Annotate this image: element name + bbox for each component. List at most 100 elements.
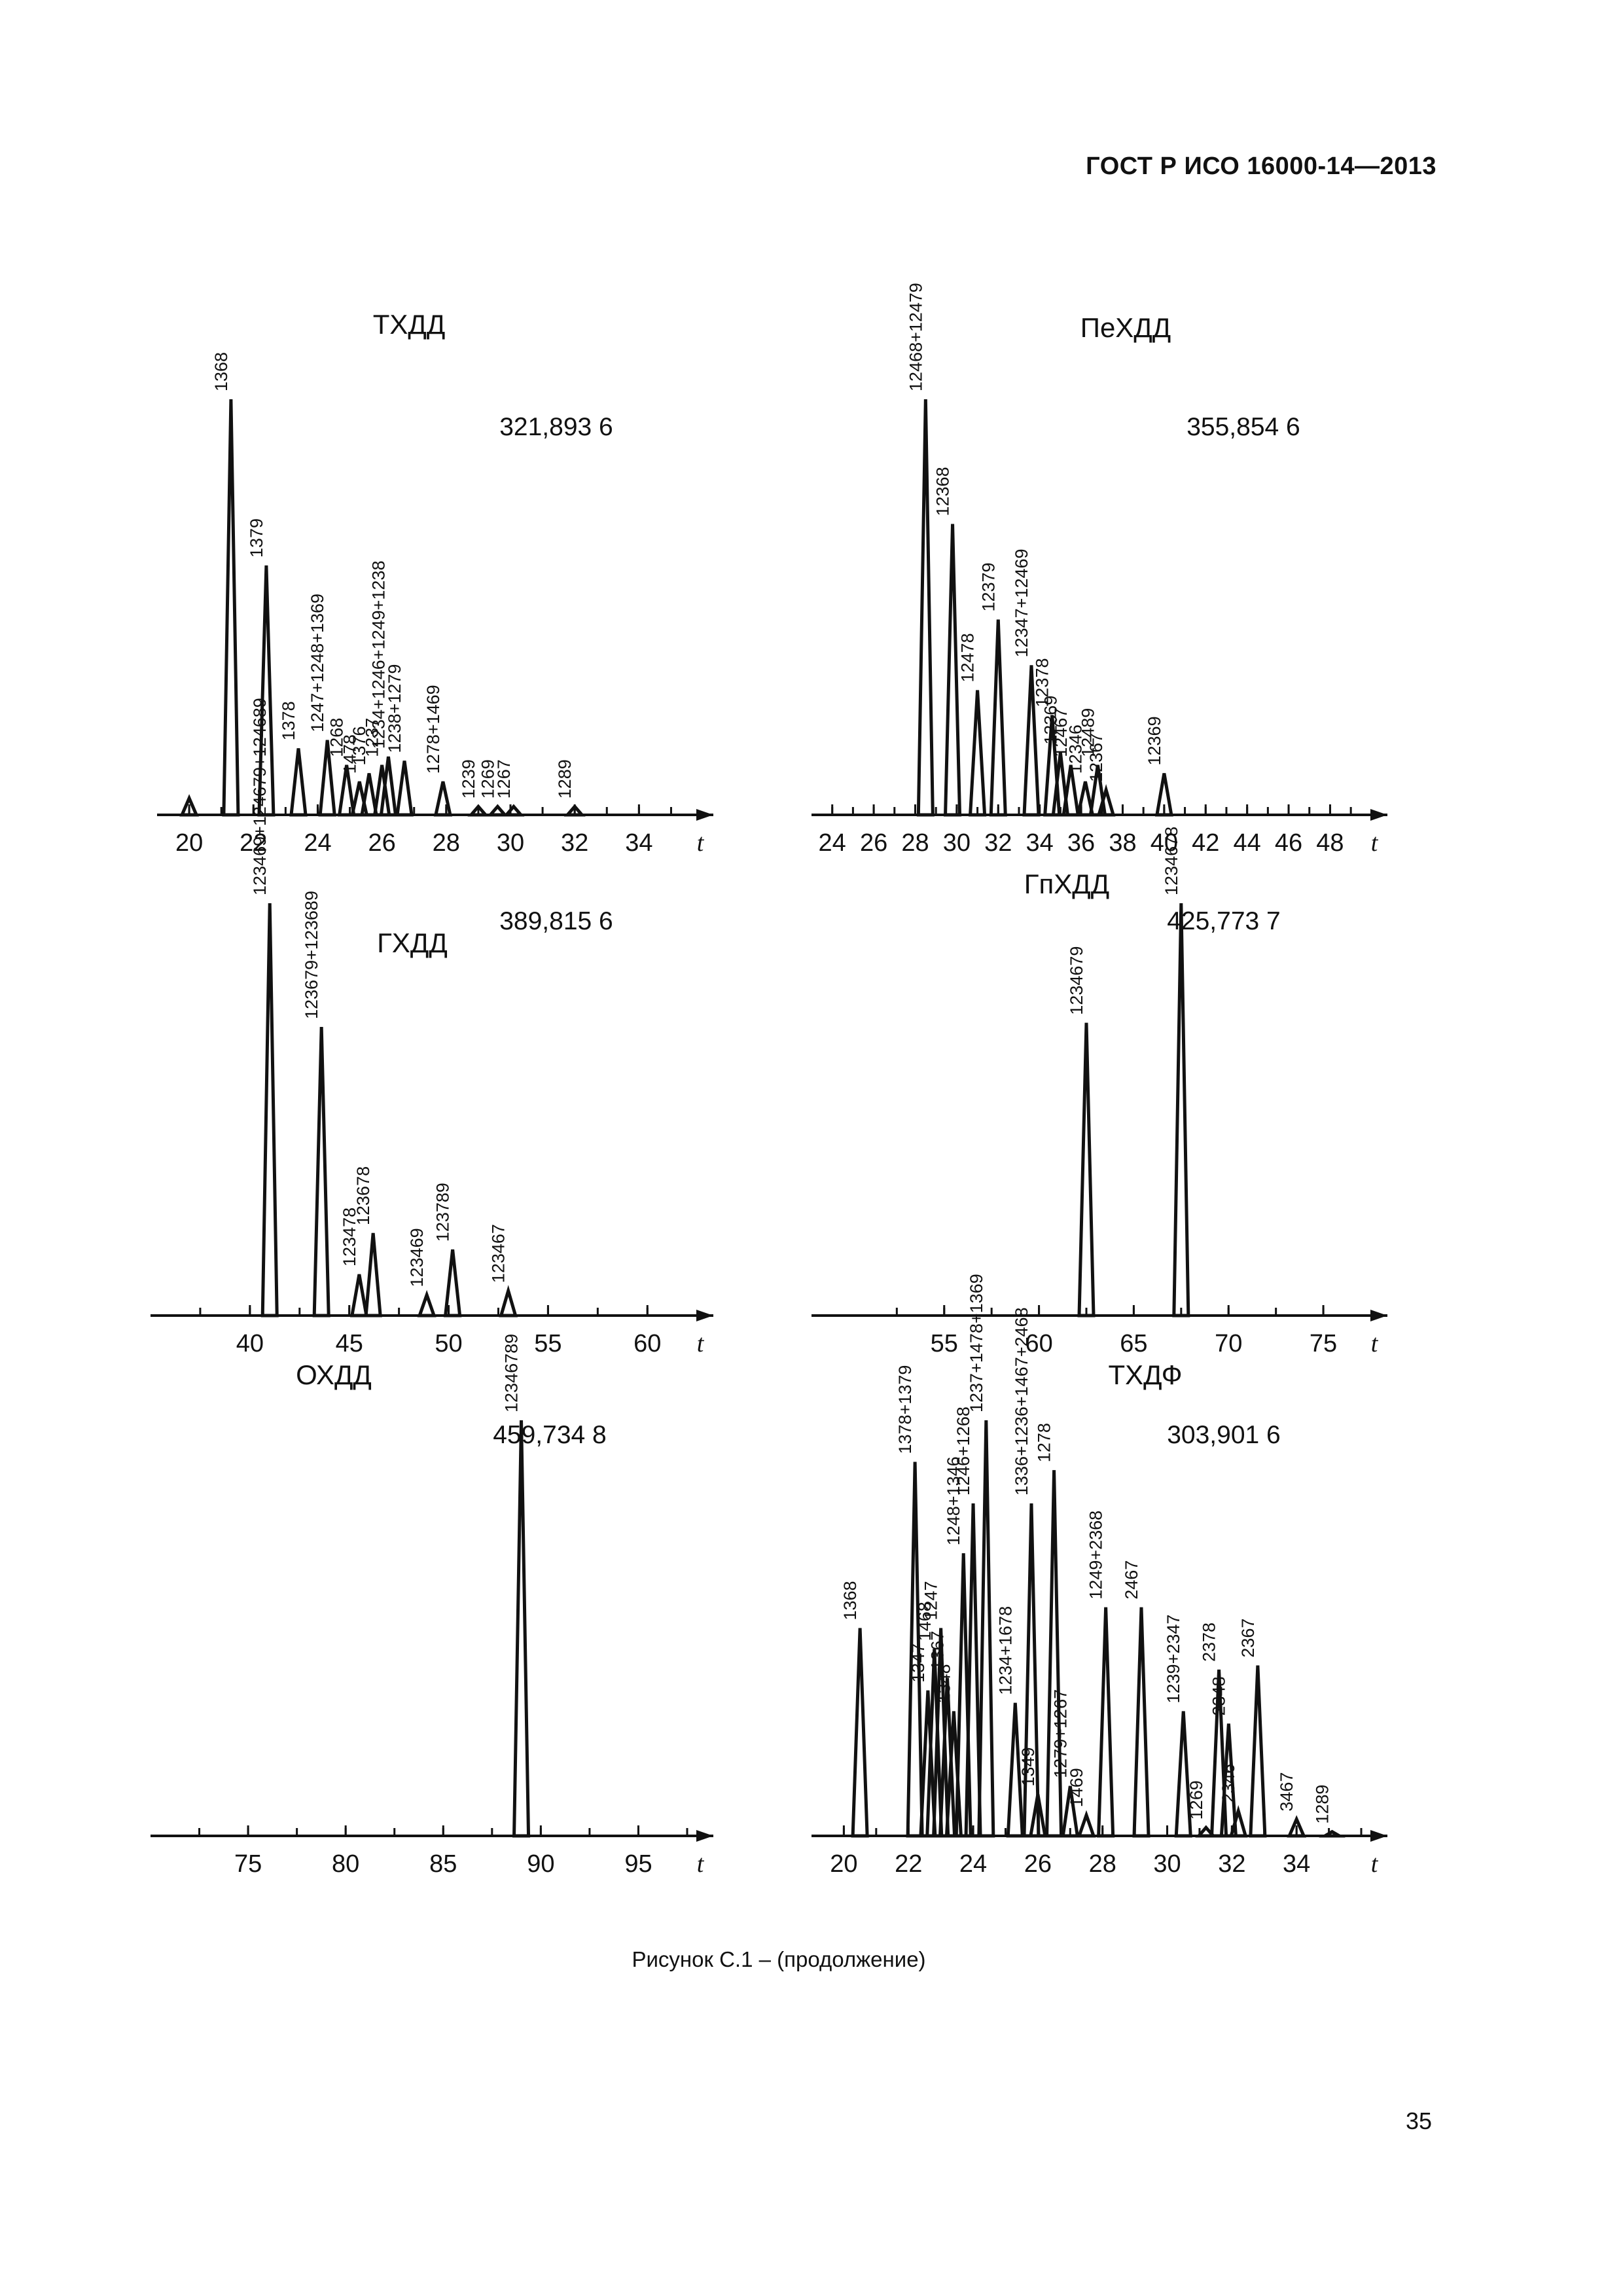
peak-label: 1289 <box>555 759 575 798</box>
peak-label: 12379 <box>978 562 998 611</box>
tick-label: 30 <box>1153 1850 1181 1878</box>
peak <box>906 1462 924 1838</box>
tick-label: 60 <box>1025 1330 1052 1357</box>
peak-label: 12346 <box>1065 725 1085 774</box>
peak <box>260 903 279 1318</box>
peak-label: 1468 <box>915 1602 935 1641</box>
tick-label: 70 <box>1215 1330 1242 1357</box>
peak-label: 12467 <box>1051 708 1071 757</box>
peak <box>1174 1711 1192 1838</box>
tick-label: 75 <box>1310 1330 1337 1357</box>
peak-label: 1234678 <box>1162 827 1181 895</box>
tick-label: 28 <box>901 829 929 857</box>
peak <box>1209 1669 1228 1838</box>
peak <box>486 804 508 817</box>
tick-label: 42 <box>1192 829 1219 857</box>
peak-label: 1248+1346 <box>944 1456 963 1545</box>
mass-label: 303,901 6 <box>1167 1421 1281 1449</box>
peak <box>1077 1022 1096 1318</box>
peak-label: 1268 <box>327 718 347 757</box>
tick-label: 46 <box>1275 829 1302 857</box>
peak <box>318 740 336 817</box>
tick-label: 38 <box>1109 829 1136 857</box>
chart-title: ТХДФ <box>1108 1359 1182 1390</box>
peak-label: 1378+1379 <box>895 1365 915 1454</box>
axis-arrow <box>1370 1310 1387 1321</box>
peak-label: 1278+1469 <box>423 685 443 774</box>
axis-variable-label: t <box>697 1330 705 1357</box>
peak-label: 1246+1268 <box>954 1407 973 1496</box>
tick-label: 24 <box>304 829 331 857</box>
peak <box>968 690 987 817</box>
mass-label: 321,893 6 <box>499 413 613 441</box>
peak <box>395 761 414 817</box>
peak <box>1045 1470 1063 1838</box>
tick-label: 60 <box>633 1330 661 1357</box>
peak <box>179 794 199 817</box>
peak-label: 1239 <box>459 759 478 798</box>
peak-label: 12367 <box>1086 733 1106 782</box>
tick-label: 30 <box>943 829 971 857</box>
peak <box>364 1232 382 1318</box>
peak-label: 1469 <box>1067 1768 1086 1807</box>
tick-label: 20 <box>830 1850 857 1878</box>
tick-label: 34 <box>1283 1850 1310 1878</box>
peak-label: 1234+1678 <box>995 1606 1015 1695</box>
peak <box>1096 783 1116 817</box>
peak <box>349 1274 368 1318</box>
peak <box>1097 1607 1115 1838</box>
tick-label: 55 <box>534 1330 562 1357</box>
mass-label: 425,773 7 <box>1167 907 1281 935</box>
peak-label: 12478 <box>958 633 978 682</box>
peak-label: 123469+124679+124689 <box>250 698 270 895</box>
chart-title: ОХДД <box>296 1359 372 1390</box>
peak-label: 1347 <box>908 1643 928 1683</box>
peak <box>1076 781 1095 817</box>
peak <box>1287 1815 1306 1838</box>
peak <box>289 748 308 817</box>
tick-label: 26 <box>1024 1850 1052 1878</box>
peak <box>360 773 378 817</box>
peak <box>1022 665 1041 817</box>
peak <box>1319 1829 1346 1838</box>
peak-label: 12347+12469 <box>1012 548 1031 657</box>
peak-label: 2378 <box>1200 1623 1219 1662</box>
peak-label: 1269 <box>478 759 497 798</box>
peak-label: 123467 <box>489 1224 508 1283</box>
peak-label: 1376 <box>349 726 369 765</box>
peak-label: 1237+1478+1369 <box>967 1274 986 1412</box>
peak <box>977 1420 995 1838</box>
peak <box>417 1289 437 1318</box>
peak-label: 12369 <box>1145 716 1164 765</box>
axis-variable-label: t <box>1371 829 1379 857</box>
peak <box>1051 752 1070 817</box>
chart-title: ПеХДД <box>1080 312 1171 343</box>
peak <box>443 1249 462 1318</box>
tick-label: 50 <box>435 1330 462 1357</box>
tick-label: 75 <box>234 1850 262 1878</box>
peak-label: 12346789 <box>502 1334 522 1412</box>
figure-caption: Рисунок С.1 – (продолжение) <box>632 1947 926 1971</box>
peak <box>943 524 962 817</box>
peak-label: 1349 <box>1018 1747 1038 1786</box>
peak-label: 2346 <box>1219 1764 1238 1803</box>
axis-variable-label: t <box>697 1850 705 1878</box>
chart-title: ТХДД <box>373 309 446 340</box>
peak-label: 12368 <box>933 467 953 516</box>
document-header: ГОСТ Р ИСО 16000-14—2013 <box>1086 152 1436 180</box>
axis-arrow <box>1370 1830 1387 1842</box>
tick-label: 65 <box>1120 1330 1147 1357</box>
peak-label: 2367 <box>1238 1619 1258 1658</box>
peak <box>1077 1810 1096 1838</box>
peak <box>1219 1723 1238 1838</box>
axis-variable-label: t <box>697 829 705 857</box>
peak <box>1132 1607 1150 1838</box>
peak-label: 1378 <box>279 701 298 740</box>
tick-label: 40 <box>236 1330 264 1357</box>
axis-variable-label: t <box>1371 1330 1379 1357</box>
peak <box>1061 764 1080 817</box>
tick-label: 55 <box>931 1330 958 1357</box>
peak <box>499 1285 518 1318</box>
peak-label: 1267 <box>494 759 514 798</box>
peak-label: 1234679 <box>1067 946 1086 1015</box>
